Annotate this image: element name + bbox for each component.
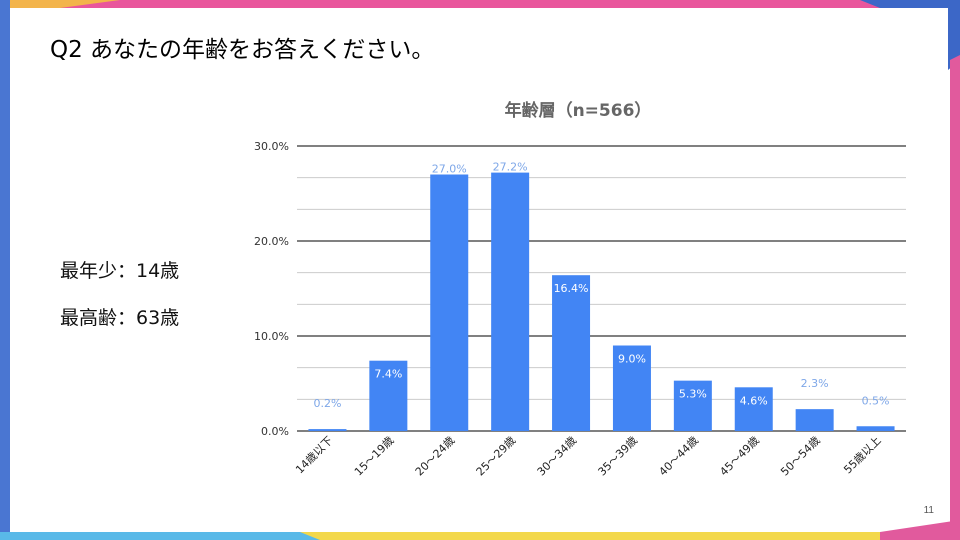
- x-tick-label: 25～29歳: [474, 434, 519, 479]
- data-label: 2.3%: [801, 377, 829, 390]
- x-tick-label: 14歳以下: [293, 434, 335, 476]
- x-tick-label: 20～24歳: [413, 434, 458, 479]
- youngest-age-text: 最年少：14歳: [60, 260, 180, 282]
- age-bar-chart: 年齢層（n=566） 0.0% 10.0% 20.0% 30.0% 0.2% 7.4% 2…: [254, 100, 906, 479]
- bar: [430, 174, 469, 431]
- y-tick-label: 10.0%: [254, 330, 289, 343]
- bar: [734, 387, 773, 431]
- data-label: 27.0%: [432, 163, 467, 176]
- data-label: 16.4%: [554, 282, 589, 295]
- x-tick-label: 40～44歳: [656, 434, 701, 479]
- bar: [491, 172, 530, 431]
- data-label: 0.5%: [862, 394, 890, 407]
- chart-data-labels: 0.2% 7.4% 27.0% 27.2% 16.4% 9.0% 5.3% 4.6% 2.3% 0…: [313, 161, 889, 411]
- y-axis-ticks: 0.0% 10.0% 20.0% 30.0%: [254, 140, 289, 438]
- data-label: 9.0%: [618, 353, 646, 366]
- data-label: 0.2%: [313, 397, 341, 410]
- bar: [856, 426, 895, 431]
- bar: [612, 345, 651, 431]
- x-tick-label: 30～34歳: [535, 434, 580, 479]
- x-tick-label: 35～39歳: [596, 434, 641, 479]
- chart-title: 年齢層（n=566）: [505, 100, 652, 121]
- y-tick-label: 30.0%: [254, 140, 289, 153]
- y-tick-label: 0.0%: [261, 425, 289, 438]
- x-tick-label: 50～54歳: [778, 434, 823, 479]
- page-number: 11: [923, 505, 934, 516]
- y-tick-label: 20.0%: [254, 235, 289, 248]
- oldest-age-text: 最高齢：63歳: [60, 307, 180, 329]
- bar: [308, 429, 347, 431]
- bar: [552, 275, 591, 431]
- x-tick-label: 55歳以上: [841, 434, 883, 476]
- x-tick-label: 15～19歳: [352, 434, 397, 479]
- chart-bars: [308, 172, 895, 431]
- bar: [795, 409, 834, 431]
- data-label: 7.4%: [374, 368, 402, 381]
- x-tick-label: 45～49歳: [717, 434, 762, 479]
- x-axis-ticks: 14歳以下 15～19歳 20～24歳 25～29歳 30～34歳 35～39歳 40～44…: [293, 434, 884, 479]
- data-label: 5.3%: [679, 388, 707, 401]
- data-label: 27.2%: [493, 161, 528, 174]
- bar: [673, 380, 712, 431]
- slide-title: Q2 あなたの年齢をお答えください。: [50, 37, 435, 63]
- bar: [369, 360, 408, 431]
- data-label: 4.6%: [740, 394, 768, 407]
